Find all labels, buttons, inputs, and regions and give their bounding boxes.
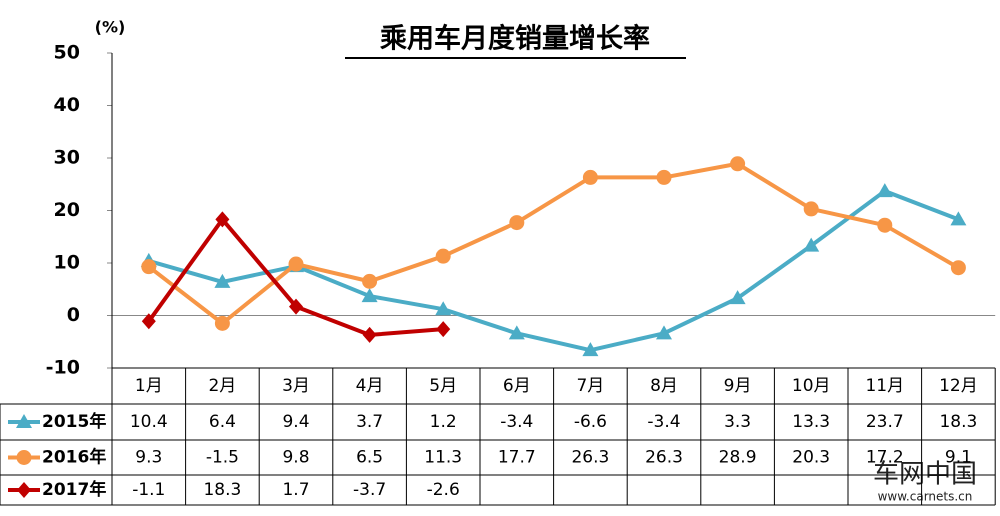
point xyxy=(508,325,525,340)
series-line xyxy=(148,189,960,353)
x-tick-label: 12月 xyxy=(939,376,978,396)
legend-label: 2017年 xyxy=(42,479,106,500)
chart-title: 乘用车月度销量增长率 xyxy=(379,23,650,55)
point xyxy=(362,326,377,343)
table-value: 18.3 xyxy=(939,412,977,432)
point xyxy=(582,342,599,357)
table-value: 3.3 xyxy=(724,412,751,432)
table-value: 11.3 xyxy=(424,448,462,468)
table-value: 26.3 xyxy=(645,448,683,468)
point xyxy=(950,211,967,226)
table-value: -3.4 xyxy=(647,412,680,432)
point xyxy=(950,260,966,276)
y-tick-label: -10 xyxy=(46,357,80,379)
table-value: 10.4 xyxy=(130,412,168,432)
x-tick-label: 8月 xyxy=(650,376,678,396)
x-tick-label: 1月 xyxy=(135,376,163,396)
x-tick-label: 9月 xyxy=(724,376,752,396)
point xyxy=(214,273,231,288)
table-value: 18.3 xyxy=(203,480,241,500)
point xyxy=(509,215,525,231)
point xyxy=(803,237,820,252)
point xyxy=(730,156,746,172)
watermark-url: www.carnets.cn xyxy=(878,490,973,504)
point xyxy=(435,301,452,316)
x-tick-label: 5月 xyxy=(429,376,457,396)
y-tick-label: 0 xyxy=(67,304,80,326)
x-tick-label: 3月 xyxy=(282,376,310,396)
y-tick-label: 10 xyxy=(54,252,80,274)
table-value: 6.5 xyxy=(356,448,383,468)
table-value: 9.4 xyxy=(282,412,309,432)
point xyxy=(582,169,598,185)
point xyxy=(361,288,378,303)
y-tick-label: 40 xyxy=(54,94,80,116)
point xyxy=(288,256,304,272)
series-line xyxy=(147,161,960,326)
table-value: -3.7 xyxy=(353,480,386,500)
table-value: -2.6 xyxy=(427,480,460,500)
point xyxy=(141,313,156,330)
point xyxy=(729,290,746,305)
table-value: -6.6 xyxy=(574,412,607,432)
point xyxy=(876,183,893,198)
point xyxy=(656,169,672,185)
table-value: 28.9 xyxy=(719,448,757,468)
point xyxy=(656,325,672,340)
point xyxy=(362,273,378,289)
x-tick-label: 6月 xyxy=(503,376,531,396)
point xyxy=(435,248,451,264)
table-value: 17.2 xyxy=(866,448,904,468)
point xyxy=(141,259,157,275)
table-value: 9.8 xyxy=(282,448,309,468)
x-tick-label: 7月 xyxy=(576,376,604,396)
x-tick-label: 2月 xyxy=(208,376,236,396)
table-value: -1.1 xyxy=(132,480,165,500)
table-value: 6.4 xyxy=(209,412,236,432)
y-tick-label: 50 xyxy=(54,42,80,64)
legend-label: 2015年 xyxy=(42,411,106,432)
series-line xyxy=(147,217,444,337)
point xyxy=(436,321,451,338)
table-value: 3.7 xyxy=(356,412,383,432)
table-value: 13.3 xyxy=(792,412,830,432)
legend-marker xyxy=(16,414,32,428)
point xyxy=(214,315,230,331)
y-tick-label: 30 xyxy=(54,147,80,169)
table-value: 20.3 xyxy=(792,448,830,468)
point xyxy=(215,211,230,228)
legend-marker xyxy=(16,450,32,465)
point xyxy=(289,298,303,315)
x-tick-label: 10月 xyxy=(792,376,831,396)
x-tick-label: 11月 xyxy=(865,376,904,396)
y-tick-label: 20 xyxy=(54,199,80,221)
table-value: 9.3 xyxy=(135,448,162,468)
table-value: 26.3 xyxy=(571,448,609,468)
table-value: -1.5 xyxy=(206,448,239,468)
table-value: 1.7 xyxy=(282,480,309,500)
table-value: 17.7 xyxy=(498,448,536,468)
legend-label: 2016年 xyxy=(42,447,106,468)
table-value: 1.2 xyxy=(430,412,457,432)
table-value: 9.1 xyxy=(945,448,972,468)
y-axis-label: (%) xyxy=(95,18,126,37)
point xyxy=(877,217,893,233)
point xyxy=(803,201,819,217)
legend-marker xyxy=(17,482,31,498)
x-tick-label: 4月 xyxy=(356,376,384,396)
table-value: -3.4 xyxy=(500,412,533,432)
table-value: 23.7 xyxy=(866,412,904,432)
